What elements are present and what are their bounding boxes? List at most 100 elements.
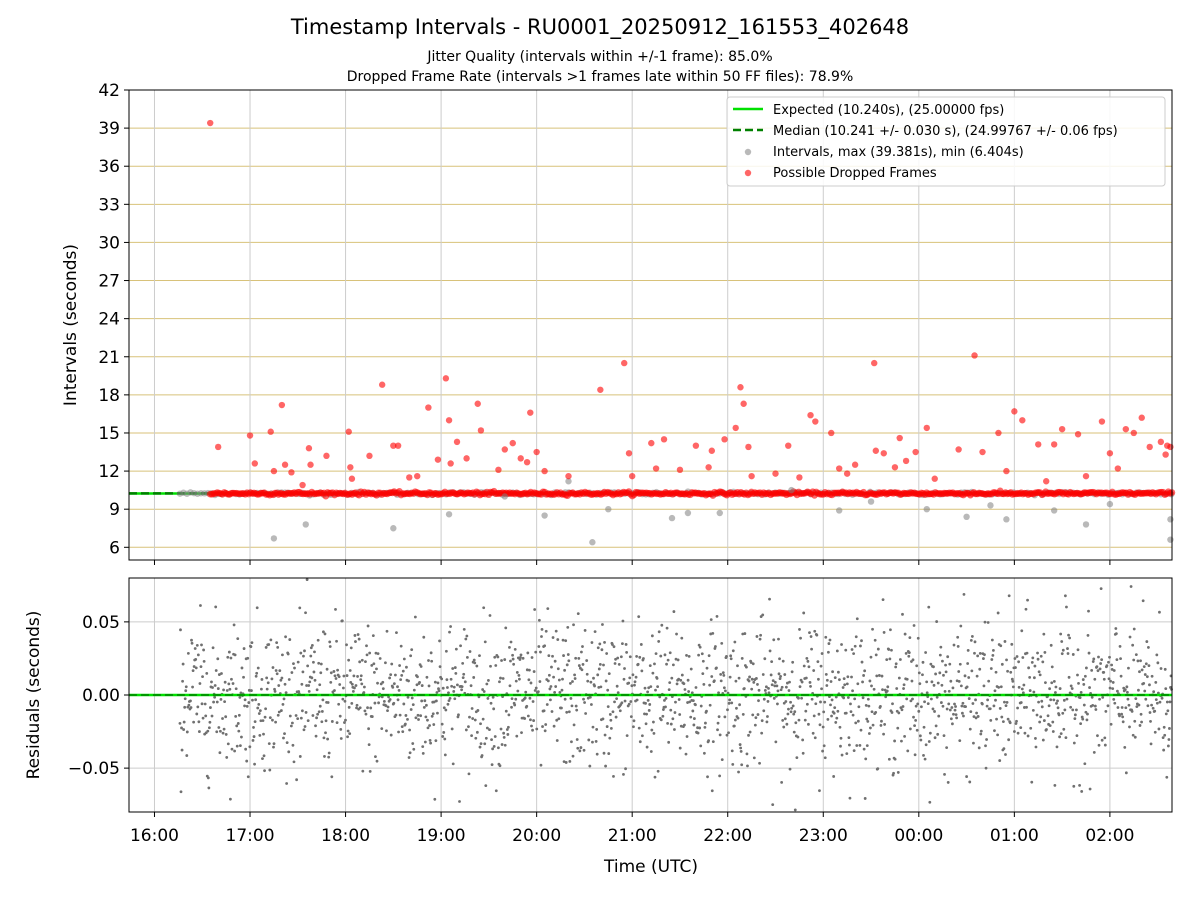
residual-point	[512, 662, 516, 666]
residual-point	[235, 724, 239, 728]
residual-point	[860, 660, 864, 664]
residual-point	[752, 756, 756, 760]
residual-point	[784, 685, 788, 689]
residual-point	[781, 719, 785, 722]
residual-point	[689, 667, 693, 671]
residual-point	[1016, 706, 1019, 710]
residual-point	[835, 716, 839, 720]
residual-point	[822, 710, 826, 714]
residual-point	[1092, 657, 1096, 661]
residual-point	[772, 638, 776, 642]
dropped-frame-point	[307, 461, 314, 468]
residual-point	[958, 662, 962, 666]
residual-point	[402, 657, 406, 661]
interval-point	[684, 509, 692, 517]
residual-point	[699, 704, 703, 708]
dropped-frame-point	[708, 447, 716, 454]
residual-point	[1059, 732, 1063, 736]
residual-point	[976, 715, 980, 718]
residual-point	[259, 719, 263, 723]
residual-point	[531, 700, 535, 703]
residual-point	[396, 698, 400, 702]
residual-point	[1088, 686, 1091, 689]
residual-point	[628, 655, 632, 659]
residual-point	[1160, 696, 1164, 700]
dropped-frame-point	[923, 424, 930, 432]
dropped-frame-point	[828, 429, 835, 437]
residual-point	[326, 701, 330, 704]
residual-point	[276, 645, 280, 649]
residual-point	[613, 700, 616, 704]
residual-point	[265, 676, 269, 680]
residual-point	[422, 635, 426, 639]
residual-point	[987, 679, 991, 683]
residual-point	[212, 700, 215, 704]
residual-point	[571, 680, 574, 683]
residual-point	[367, 743, 371, 747]
residual-point	[1034, 737, 1037, 740]
residual-point	[1142, 681, 1146, 685]
residual-point	[507, 713, 511, 717]
residual-point	[842, 696, 846, 700]
residual-point	[1111, 687, 1115, 691]
residual-point	[627, 702, 631, 706]
residual-point	[242, 647, 246, 650]
residual-point	[1158, 610, 1161, 614]
x-tick-label: 20:00	[512, 826, 561, 846]
residual-point	[709, 618, 713, 622]
residual-point	[1091, 660, 1095, 663]
residual-point	[866, 697, 870, 701]
residual-point	[394, 673, 397, 677]
residual-point	[180, 726, 183, 730]
residual-point	[1080, 790, 1084, 793]
residual-point	[484, 736, 488, 740]
residual-point	[355, 703, 359, 707]
residual-point	[832, 775, 836, 778]
residual-point	[738, 703, 741, 707]
residual-point	[874, 653, 878, 657]
residual-point	[262, 732, 265, 736]
residual-point	[786, 712, 790, 716]
residual-point	[401, 730, 405, 733]
residual-point	[776, 702, 779, 706]
residual-point	[326, 737, 330, 741]
residual-point	[320, 710, 324, 713]
residual-point	[333, 674, 337, 678]
residual-point	[948, 708, 952, 712]
residual-point	[919, 738, 923, 742]
residual-point	[730, 701, 734, 705]
residual-point	[621, 642, 624, 646]
residual-point	[256, 666, 260, 670]
residual-point	[608, 736, 612, 740]
residual-point	[961, 701, 965, 705]
residual-point	[958, 739, 962, 743]
residual-point	[923, 700, 926, 704]
residual-point	[760, 719, 764, 723]
residual-point	[492, 707, 496, 711]
residual-point	[648, 703, 652, 706]
residual-point	[710, 675, 714, 678]
residual-point	[423, 740, 427, 744]
dropped-frame-point	[835, 465, 843, 472]
residual-point	[857, 705, 861, 709]
residual-point	[666, 721, 670, 725]
residual-point	[1048, 724, 1052, 728]
residual-point	[540, 627, 544, 631]
residual-point	[716, 728, 719, 732]
residual-point	[436, 681, 440, 685]
residual-point	[970, 669, 974, 673]
residual-point	[1132, 627, 1136, 631]
residual-point	[614, 715, 618, 719]
residual-point	[709, 632, 713, 636]
residual-point	[440, 722, 444, 726]
residual-point	[238, 695, 242, 699]
residual-point	[679, 724, 683, 728]
top-y-tick-label: 15	[98, 424, 120, 444]
residual-point	[532, 670, 536, 673]
residual-point	[1004, 704, 1008, 708]
residual-point	[598, 662, 602, 666]
residual-point	[885, 689, 889, 693]
dropped-frame-point	[425, 404, 432, 411]
residual-point	[850, 648, 854, 651]
residual-point	[1138, 724, 1142, 727]
